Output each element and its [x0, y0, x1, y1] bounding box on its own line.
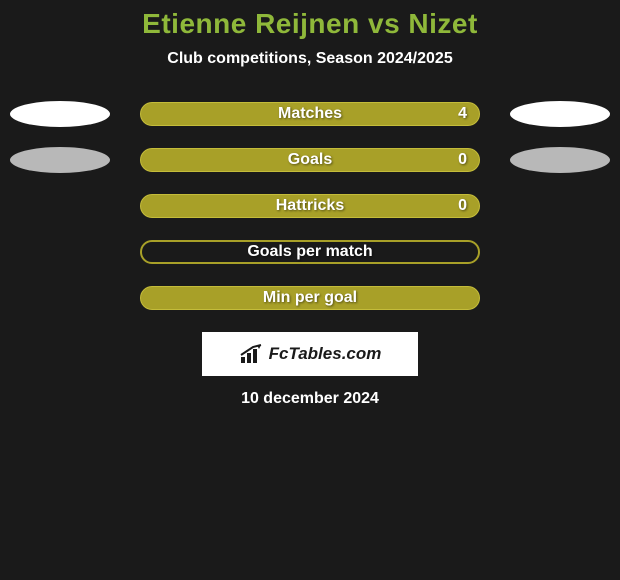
stat-bar: Hattricks 0: [140, 194, 480, 218]
stat-value: 0: [458, 151, 467, 169]
comparison-infographic: Etienne Reijnen vs Nizet Club competitio…: [0, 0, 620, 408]
chart-icon: [239, 343, 265, 365]
subtitle: Club competitions, Season 2024/2025: [167, 50, 452, 68]
stat-row-goals: Goals 0: [0, 148, 620, 172]
stat-label: Hattricks: [276, 197, 344, 215]
stat-label: Min per goal: [263, 289, 357, 307]
date-text: 10 december 2024: [241, 390, 379, 408]
stat-row-matches: Matches 4: [0, 102, 620, 126]
page-title: Etienne Reijnen vs Nizet: [142, 8, 478, 40]
stat-row-hattricks: Hattricks 0: [0, 194, 620, 218]
stat-value: 4: [458, 105, 467, 123]
left-marker: [10, 101, 110, 127]
stat-label: Goals: [288, 151, 332, 169]
right-marker: [510, 147, 610, 173]
stat-bar: Min per goal: [140, 286, 480, 310]
stat-value: 0: [458, 197, 467, 215]
stat-bar: Matches 4: [140, 102, 480, 126]
stat-row-goals-per-match: Goals per match: [0, 240, 620, 264]
stat-label: Matches: [278, 105, 342, 123]
brand-text: FcTables.com: [269, 344, 382, 364]
stat-bar: Goals per match: [140, 240, 480, 264]
stat-label: Goals per match: [247, 243, 372, 261]
stat-row-min-per-goal: Min per goal: [0, 286, 620, 310]
stat-bar: Goals 0: [140, 148, 480, 172]
left-marker: [10, 147, 110, 173]
stat-rows: Matches 4 Goals 0 Hattricks 0 Goals per …: [0, 102, 620, 310]
brand-badge: FcTables.com: [202, 332, 418, 376]
right-marker: [510, 101, 610, 127]
